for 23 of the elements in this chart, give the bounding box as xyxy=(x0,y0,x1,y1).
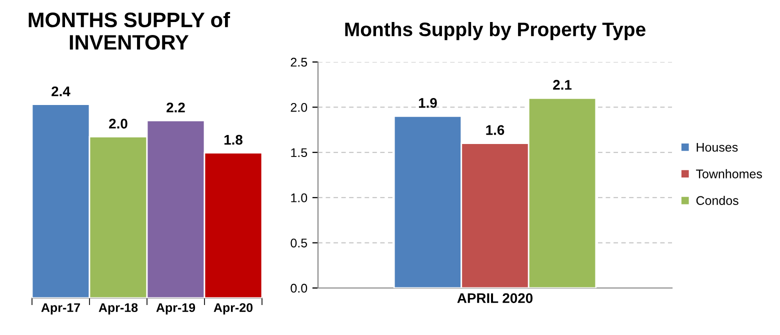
data-label: 2.4 xyxy=(52,86,70,96)
data-label: 1.6 xyxy=(486,125,504,135)
y-tick-label: 0.5 xyxy=(290,238,308,248)
legend-label: Houses xyxy=(696,142,738,152)
y-tick-label: 1.5 xyxy=(291,148,308,158)
x-tick-label: Apr-18 xyxy=(98,303,138,315)
x-tick-label: Apr-19 xyxy=(156,303,196,315)
data-label: 1.8 xyxy=(224,134,242,145)
data-label: 2.0 xyxy=(109,118,128,129)
y-tick-label: 0.0 xyxy=(290,284,308,293)
data-label: 2.2 xyxy=(166,102,185,112)
y-tick-label: 2.0 xyxy=(290,103,308,112)
chart-title: MONTHS SUPPLY of INVENTORY xyxy=(28,12,230,50)
x-tick-label: Apr-17 xyxy=(41,303,80,315)
legend-label: Townhomes xyxy=(696,169,762,178)
x-tick-label: Apr-20 xyxy=(214,303,253,315)
y-tick-label: 2.5 xyxy=(290,58,308,67)
data-label: 2.1 xyxy=(553,80,572,90)
legend-label: Condos xyxy=(696,196,738,206)
y-tick-label: 1.0 xyxy=(291,193,308,202)
x-tick-label: APRIL 2020 xyxy=(457,293,533,304)
chart-title: Months Supply by Property Type xyxy=(345,22,646,40)
data-label: 1.9 xyxy=(418,98,437,108)
